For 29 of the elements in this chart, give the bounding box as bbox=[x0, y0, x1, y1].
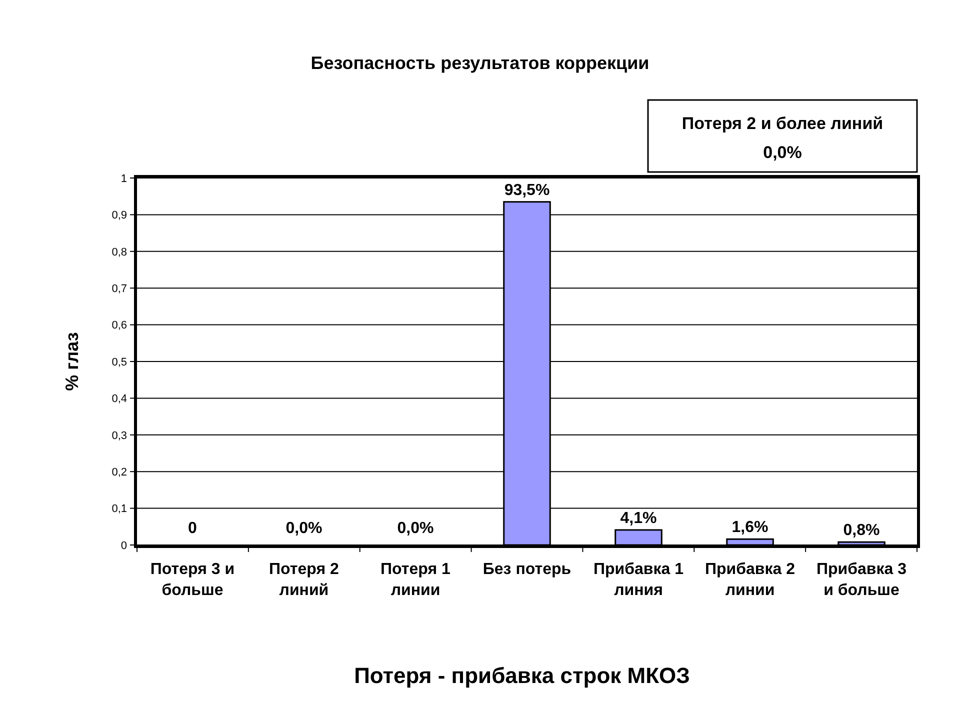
y-tick-label: 0,6 bbox=[112, 320, 127, 332]
data-label: 1,6% bbox=[732, 519, 768, 536]
text: Потеря 2 и более линий 0,0% bbox=[682, 114, 884, 162]
data-label: 0,0% bbox=[397, 520, 434, 537]
y-tick-label: 0,3 bbox=[112, 430, 127, 442]
x-tick-label: Прибавка 1 линия bbox=[594, 561, 684, 599]
x-axis-title: Потеря - прибавка строк МКОЗ bbox=[354, 663, 690, 688]
y-tick-label: 0,7 bbox=[112, 282, 127, 295]
data-label: 4,1% bbox=[620, 510, 657, 527]
x-tick-label: Потеря 3 и больше bbox=[150, 561, 235, 599]
y-tick-label: 0,4 bbox=[112, 393, 127, 406]
data-label: 0,8% bbox=[843, 522, 880, 540]
x-tick-label: Прибавка 3 и больше bbox=[816, 561, 907, 599]
x-tick-label: Без потерь bbox=[482, 561, 572, 578]
x-tick-label: Прибавка 2 линии bbox=[705, 561, 796, 599]
data-label: 0,0% bbox=[286, 520, 322, 537]
y-tick-label: 0,8 bbox=[112, 246, 127, 258]
x-tick-label: Потеря 1 линии bbox=[380, 561, 451, 599]
chart-title: Безопасность результатов коррекции bbox=[310, 53, 650, 73]
y-tick-label: 0,9 bbox=[112, 210, 127, 222]
y-tick-label: 0 bbox=[120, 540, 127, 552]
data-label: 93,5% bbox=[504, 182, 550, 199]
y-axis-title: % глаз bbox=[62, 332, 82, 391]
x-tick-label: Потеря 2 линий bbox=[269, 561, 340, 599]
y-tick-label: 0,2 bbox=[112, 466, 127, 478]
data-label: 0 bbox=[188, 520, 198, 537]
y-tick-label: 1 bbox=[120, 172, 127, 185]
y-tick-label: 0,1 bbox=[112, 503, 127, 516]
y-tick-label: 0,5 bbox=[112, 356, 127, 368]
